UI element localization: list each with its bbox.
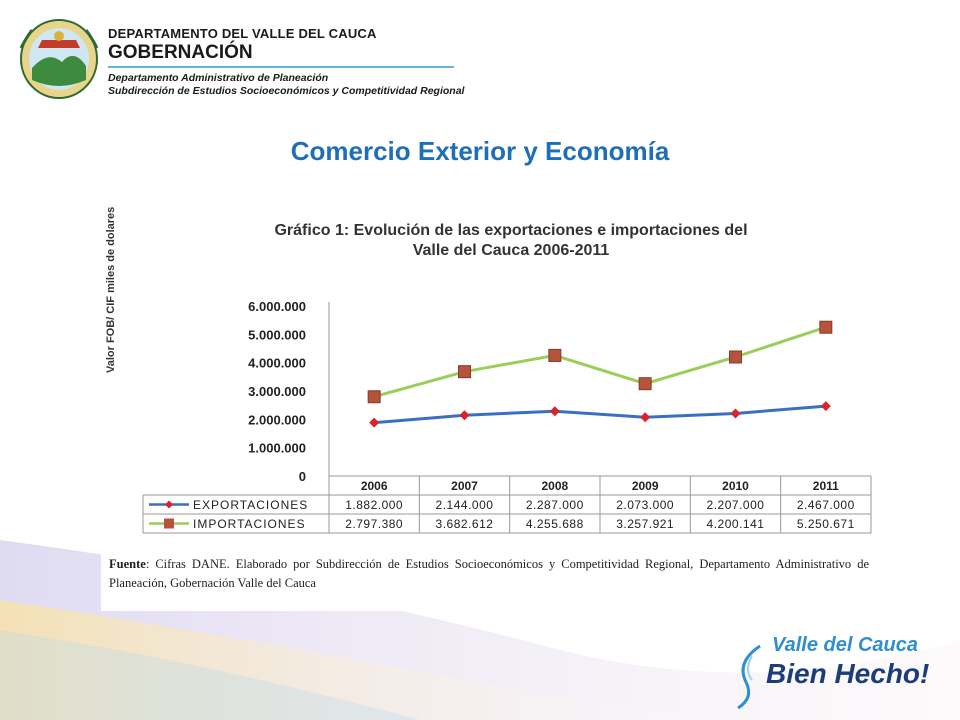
x-tick-label: 2010: [722, 479, 749, 493]
y-tick-label: 6.000.000: [248, 299, 306, 314]
legend-label: EXPORTACIONES: [193, 498, 308, 512]
header: DEPARTAMENTO DEL VALLE DEL CAUCA GOBERNA…: [0, 0, 960, 110]
chart-panel: Gráfico 1: Evolución de las exportacione…: [101, 203, 875, 611]
brand-top-text: Valle del Cauca: [772, 634, 918, 656]
x-tick-label: 2006: [361, 479, 388, 493]
x-tick-label: 2007: [451, 479, 478, 493]
subdirection: Subdirección de Estudios Socioeconómicos…: [108, 85, 465, 97]
source-label: Fuente: [109, 557, 146, 571]
data-point-importaciones: [458, 365, 471, 379]
data-label: 3.682.612: [436, 517, 494, 531]
data-label: 2.144.000: [436, 498, 494, 512]
chart-title-line1: Gráfico 1: Evolución de las exportacione…: [274, 222, 748, 239]
y-tick-label: 1.000.000: [248, 441, 306, 456]
data-point-exportaciones: [730, 408, 741, 419]
brand-swirl-icon: [737, 644, 761, 710]
data-label: 4.200.141: [707, 517, 765, 531]
source-text: : Cifras DANE. Elaborado por Subdirecció…: [109, 557, 869, 590]
x-tick-label: 2009: [632, 479, 659, 493]
data-point-exportaciones: [820, 401, 831, 412]
x-tick-label: 2011: [813, 479, 839, 493]
legend-key-marker: [164, 518, 174, 529]
source-note: Fuente: Cifras DANE. Elaborado por Subdi…: [109, 555, 869, 593]
header-divider: [108, 66, 454, 68]
data-point-importaciones: [548, 348, 562, 362]
department-name: DEPARTAMENTO DEL VALLE DEL CAUCA: [108, 26, 377, 41]
crest-logo: [19, 19, 99, 99]
series-line-importaciones: [373, 325, 827, 399]
slide-title: Comercio Exterior y Economía: [290, 136, 670, 166]
legend-key-marker: [165, 500, 173, 509]
data-point-exportaciones: [459, 410, 470, 421]
data-label: 2.073.000: [616, 498, 674, 512]
data-point-importaciones: [819, 320, 833, 334]
data-point-importaciones: [729, 350, 742, 364]
data-point-exportaciones: [549, 406, 560, 417]
data-point-importaciones: [638, 377, 652, 391]
data-label: 2.797.380: [345, 517, 403, 531]
data-point-exportaciones: [640, 412, 651, 423]
brand-bottom-text: Bien Hecho!: [766, 658, 930, 689]
data-label: 5.250.671: [797, 517, 855, 531]
chart-plot: 6.000.000 5.000.000 4.000.000 3.000.000 2.00…: [142, 299, 872, 534]
y-tick-label: 5.000.000: [248, 327, 306, 342]
data-label: 1.882.000: [345, 498, 403, 512]
data-label: 2.287.000: [526, 498, 584, 512]
legend-label: IMPORTACIONES: [193, 517, 306, 531]
series-line-exportaciones: [374, 404, 826, 425]
data-label: 2.467.000: [797, 498, 855, 512]
data-label: 3.257.921: [616, 517, 674, 531]
gobernacion-label: GOBERNACIÓN: [108, 42, 253, 63]
data-label: 4.255.688: [526, 517, 584, 531]
y-tick-label: 0: [299, 469, 306, 484]
data-point-importaciones: [367, 390, 381, 404]
admin-department: Departamento Administrativo de Planeació…: [108, 72, 329, 84]
y-tick-label: 3.000.000: [248, 384, 306, 399]
data-label: 2.207.000: [707, 498, 765, 512]
data-point-exportaciones: [369, 417, 380, 428]
y-tick-label: 4.000.000: [248, 356, 306, 371]
y-tick-label: 2.000.000: [248, 412, 306, 427]
x-tick-label: 2008: [541, 479, 568, 493]
chart-title-line2: Valle del Cauca 2006-2011: [412, 242, 610, 259]
brand-logo: Valle del Cauca Bien Hecho!: [730, 632, 940, 712]
